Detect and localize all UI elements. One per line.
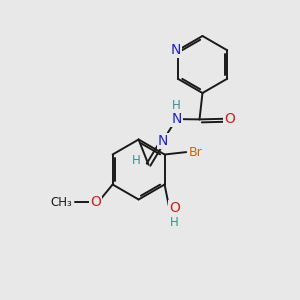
Text: H: H xyxy=(170,215,179,229)
Text: Br: Br xyxy=(189,146,203,159)
Text: O: O xyxy=(169,202,180,215)
Text: O: O xyxy=(224,112,235,126)
Text: N: N xyxy=(170,43,181,57)
Text: N: N xyxy=(171,112,182,125)
Text: O: O xyxy=(90,195,101,209)
Text: H: H xyxy=(172,99,181,112)
Text: N: N xyxy=(158,134,168,148)
Text: H: H xyxy=(131,154,140,167)
Text: CH₃: CH₃ xyxy=(50,196,72,209)
